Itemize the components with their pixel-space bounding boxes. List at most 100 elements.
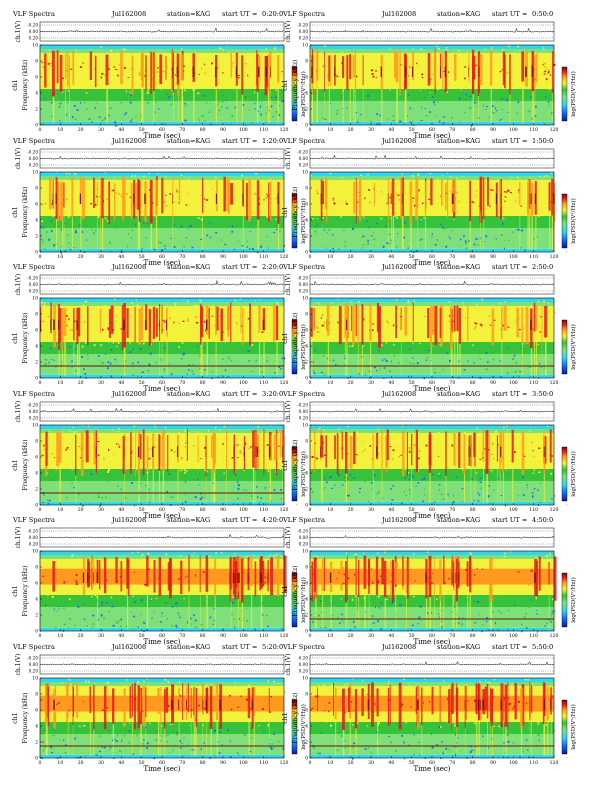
burst	[535, 305, 538, 331]
noise-speck	[390, 487, 392, 490]
noise-speck	[92, 686, 94, 689]
noise-speck	[358, 373, 360, 375]
burst-core	[480, 699, 482, 710]
burst-tail	[173, 92, 174, 123]
burst	[344, 431, 348, 474]
noise-speck	[229, 740, 231, 742]
noise-speck	[237, 706, 240, 708]
burst	[146, 555, 149, 587]
title: VLF Spectra	[282, 10, 325, 18]
burst	[56, 181, 60, 222]
noise-speck	[509, 192, 512, 194]
noise-speck	[234, 94, 236, 97]
burst	[283, 555, 287, 593]
noise-speck	[380, 344, 383, 347]
burst-tail	[345, 473, 347, 503]
noise-speck	[363, 552, 365, 554]
noise-speck	[188, 369, 190, 371]
freq-band	[40, 49, 284, 53]
burst	[489, 687, 491, 723]
noise-speck	[480, 586, 482, 589]
x-tick-label: 100	[509, 507, 518, 513]
burst-tail	[102, 218, 104, 250]
burst-tail	[311, 83, 313, 123]
noise-speck	[470, 124, 473, 127]
noise-speck	[239, 452, 242, 454]
noise-speck	[221, 374, 223, 376]
noise-speck	[82, 304, 85, 307]
noise-speck	[203, 571, 205, 573]
noise-speck	[199, 354, 202, 357]
start-prefix: start UT =	[492, 390, 527, 398]
noise-speck	[91, 228, 93, 231]
noise-speck	[499, 727, 501, 730]
timeseries-line	[39, 280, 285, 286]
burst-tail	[69, 91, 70, 123]
noise-speck	[45, 604, 47, 607]
noise-speck	[265, 112, 267, 114]
noise-speck	[430, 611, 433, 614]
ts-tick-label: 0.20	[29, 289, 39, 294]
noise-speck	[410, 335, 412, 337]
y-tick-label: 2	[305, 108, 308, 113]
noise-speck	[367, 242, 369, 245]
noise-speck	[137, 361, 139, 364]
burst	[158, 434, 161, 471]
noise-speck	[96, 596, 98, 599]
noise-speck	[194, 574, 197, 577]
burst	[223, 176, 226, 212]
burst-core	[495, 193, 497, 204]
noise-speck	[317, 223, 319, 226]
noise-speck	[421, 73, 424, 76]
noise-speck	[272, 680, 276, 683]
timeseries-line	[39, 155, 285, 160]
colorbar-label: log(PSD(V²/Hz))	[300, 451, 307, 497]
noise-speck	[48, 83, 51, 85]
noise-speck	[230, 123, 232, 125]
burst	[310, 307, 313, 337]
noise-speck	[498, 692, 501, 695]
burst-tail	[202, 714, 204, 756]
noise-speck	[511, 684, 513, 687]
noise-speck	[318, 427, 321, 430]
noise-speck	[116, 734, 118, 737]
noise-speck	[543, 625, 546, 627]
noise-speck	[448, 71, 450, 74]
noise-speck	[358, 301, 360, 303]
noise-speck	[474, 308, 476, 310]
noise-speck	[345, 552, 348, 555]
burst	[89, 686, 92, 714]
noise-speck	[158, 324, 160, 326]
noise-speck	[414, 100, 417, 102]
noise-speck	[413, 553, 415, 555]
noise-speck	[181, 358, 184, 360]
noise-speck	[512, 231, 514, 233]
noise-speck	[139, 742, 142, 744]
noise-speck	[438, 120, 441, 123]
noise-speck	[325, 54, 327, 57]
noise-speck	[539, 362, 541, 365]
noise-speck	[373, 53, 376, 57]
station: station=KAG	[437, 137, 480, 145]
noise-speck	[152, 732, 155, 735]
noise-speck	[254, 192, 257, 195]
noise-speck	[469, 249, 472, 252]
noise-speck	[87, 354, 89, 357]
y-tick-label: 4	[35, 725, 38, 730]
burst	[276, 555, 280, 597]
burst	[346, 555, 348, 601]
x-tick-label: 90	[220, 254, 226, 260]
noise-speck	[469, 107, 472, 109]
timeseries-line	[39, 407, 285, 413]
burst-core	[192, 66, 194, 77]
noise-speck	[173, 466, 176, 468]
noise-speck	[170, 311, 173, 314]
burst	[48, 176, 52, 210]
noise-speck	[382, 359, 384, 362]
noise-speck	[344, 476, 346, 478]
burst	[193, 687, 197, 725]
noise-speck	[222, 49, 224, 51]
burst	[63, 182, 65, 208]
freq-band	[310, 298, 554, 302]
noise-speck	[523, 616, 526, 619]
